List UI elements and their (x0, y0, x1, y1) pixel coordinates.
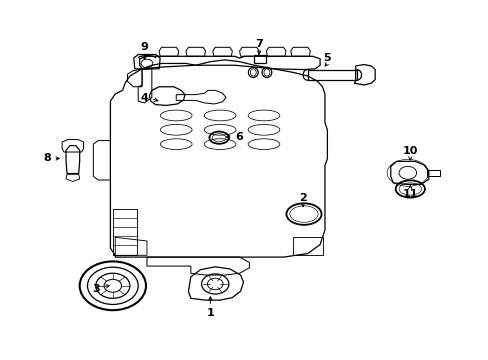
Text: 8: 8 (43, 153, 51, 163)
Text: 7: 7 (255, 39, 263, 49)
Text: 2: 2 (299, 193, 306, 203)
Text: 4: 4 (141, 93, 148, 103)
Text: 6: 6 (235, 132, 243, 142)
Text: 10: 10 (402, 146, 417, 156)
Text: 1: 1 (206, 308, 214, 318)
Text: 3: 3 (92, 284, 100, 294)
Text: 9: 9 (141, 42, 148, 52)
Text: 5: 5 (323, 53, 330, 63)
Text: 11: 11 (402, 189, 417, 199)
